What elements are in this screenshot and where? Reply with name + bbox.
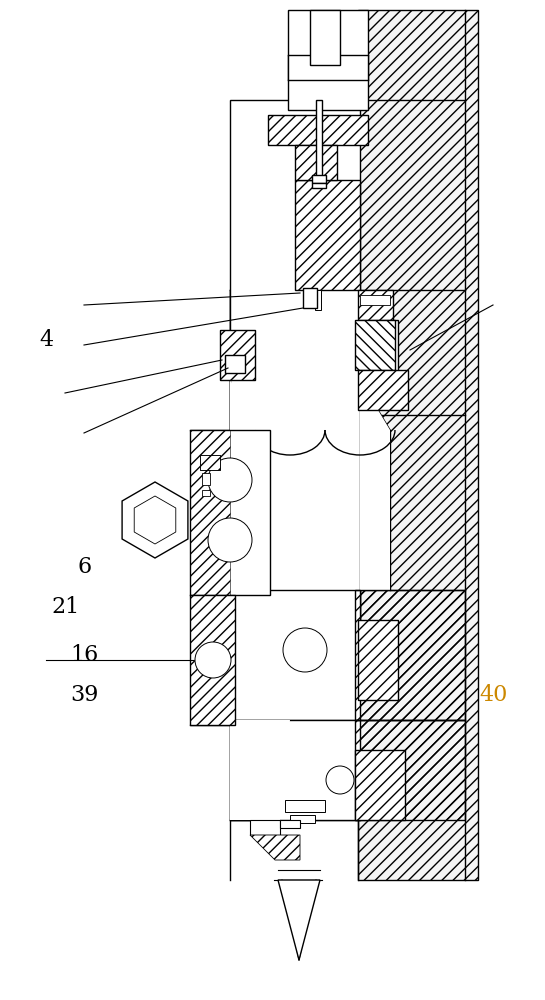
Bar <box>190 430 230 595</box>
Bar <box>358 370 408 410</box>
Text: 21: 21 <box>51 596 80 618</box>
Bar <box>355 750 405 820</box>
Bar <box>268 115 368 145</box>
Bar <box>202 473 210 485</box>
Polygon shape <box>230 720 290 820</box>
Bar <box>312 183 326 188</box>
Bar <box>358 320 398 380</box>
Bar <box>358 10 478 880</box>
Bar <box>190 595 235 725</box>
Bar <box>358 620 398 700</box>
Bar <box>230 590 360 720</box>
Circle shape <box>195 642 231 678</box>
Text: 6: 6 <box>77 556 92 578</box>
Circle shape <box>208 518 252 562</box>
Bar <box>220 330 255 380</box>
Bar <box>225 355 245 373</box>
Bar <box>290 815 315 823</box>
Polygon shape <box>134 496 176 544</box>
Bar <box>250 820 280 835</box>
Bar <box>355 320 395 370</box>
Bar <box>358 620 398 700</box>
Bar <box>295 180 360 290</box>
Circle shape <box>326 766 354 794</box>
Bar <box>358 290 393 320</box>
Bar <box>315 290 321 310</box>
Polygon shape <box>122 482 188 558</box>
Polygon shape <box>278 880 320 960</box>
Bar <box>295 145 337 180</box>
Bar <box>220 330 255 380</box>
Bar <box>355 320 395 370</box>
Bar <box>358 10 478 880</box>
Bar <box>310 10 340 65</box>
Bar <box>316 100 322 180</box>
Text: 39: 39 <box>70 684 99 706</box>
Bar <box>268 115 368 145</box>
Bar <box>190 595 235 725</box>
Bar <box>355 750 405 820</box>
Bar <box>230 100 360 680</box>
Text: 40: 40 <box>479 684 507 706</box>
Bar <box>288 55 368 80</box>
Bar <box>358 290 393 320</box>
Polygon shape <box>360 380 390 590</box>
Bar <box>200 455 220 470</box>
Bar <box>295 145 337 180</box>
Bar <box>285 800 325 812</box>
Text: 4: 4 <box>39 329 53 351</box>
Text: 16: 16 <box>70 644 99 666</box>
Bar <box>303 288 317 308</box>
Bar <box>230 720 360 820</box>
Bar <box>358 370 408 410</box>
Bar <box>202 490 210 496</box>
Bar <box>288 10 368 110</box>
Polygon shape <box>230 380 260 590</box>
Bar <box>190 430 270 595</box>
Bar <box>312 175 326 183</box>
Bar <box>200 455 220 470</box>
Polygon shape <box>250 835 300 860</box>
Bar <box>355 720 465 820</box>
Bar <box>355 590 465 720</box>
Bar <box>280 820 300 828</box>
Bar <box>360 295 390 305</box>
Circle shape <box>283 628 327 672</box>
Circle shape <box>208 458 252 502</box>
